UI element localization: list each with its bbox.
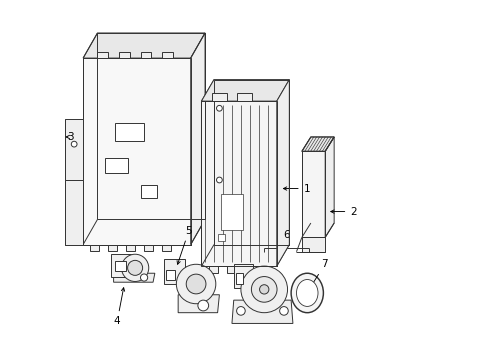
Bar [162, 51, 172, 58]
Bar [235, 273, 243, 284]
Ellipse shape [290, 273, 323, 313]
Bar [115, 123, 144, 140]
Polygon shape [220, 253, 236, 266]
Circle shape [279, 307, 287, 315]
Polygon shape [248, 253, 264, 266]
Polygon shape [210, 253, 226, 266]
Bar [217, 234, 224, 241]
Polygon shape [229, 253, 245, 266]
Polygon shape [276, 80, 289, 266]
Polygon shape [258, 253, 273, 266]
Bar [162, 244, 171, 251]
Circle shape [127, 260, 142, 275]
Bar [237, 93, 251, 101]
Bar [221, 194, 242, 230]
Circle shape [241, 266, 287, 313]
Circle shape [251, 276, 277, 302]
Circle shape [216, 177, 222, 183]
Polygon shape [239, 253, 254, 266]
Bar [140, 51, 151, 58]
Polygon shape [83, 33, 204, 58]
Circle shape [198, 300, 208, 311]
Bar [115, 261, 126, 271]
Polygon shape [113, 273, 155, 282]
Bar [226, 266, 235, 273]
Circle shape [216, 105, 222, 111]
Circle shape [121, 254, 148, 282]
Bar [108, 244, 117, 251]
Bar [163, 259, 185, 284]
Polygon shape [97, 33, 204, 220]
Polygon shape [65, 119, 83, 180]
Bar [233, 264, 253, 288]
Ellipse shape [296, 279, 317, 306]
Polygon shape [65, 180, 83, 244]
Bar [140, 185, 156, 198]
Bar [212, 93, 226, 101]
Polygon shape [83, 58, 190, 244]
Circle shape [186, 274, 205, 294]
Polygon shape [267, 253, 283, 266]
Polygon shape [301, 137, 333, 151]
Text: 3: 3 [66, 132, 74, 142]
Text: 1: 1 [283, 184, 310, 194]
Text: 7: 7 [310, 259, 327, 286]
Polygon shape [325, 137, 333, 237]
Circle shape [259, 285, 268, 294]
Polygon shape [301, 151, 325, 237]
Bar [104, 158, 128, 173]
Polygon shape [201, 101, 276, 266]
Polygon shape [231, 300, 292, 323]
Text: 6: 6 [283, 230, 289, 240]
Bar [208, 266, 217, 273]
Text: 4: 4 [114, 288, 124, 326]
Bar [90, 244, 99, 251]
Polygon shape [214, 80, 289, 244]
Polygon shape [201, 253, 217, 266]
Bar [126, 244, 135, 251]
Text: 2: 2 [330, 207, 356, 217]
Bar [165, 270, 174, 280]
Polygon shape [301, 237, 325, 252]
Circle shape [176, 264, 215, 304]
Circle shape [236, 307, 244, 315]
Circle shape [71, 141, 77, 147]
Bar [247, 266, 257, 273]
Polygon shape [190, 33, 204, 244]
Bar [119, 51, 129, 58]
Polygon shape [201, 80, 289, 101]
Text: 5: 5 [177, 226, 192, 264]
Polygon shape [178, 295, 219, 313]
Circle shape [140, 274, 147, 281]
Bar [97, 51, 108, 58]
Bar [111, 253, 130, 277]
Bar [144, 244, 153, 251]
